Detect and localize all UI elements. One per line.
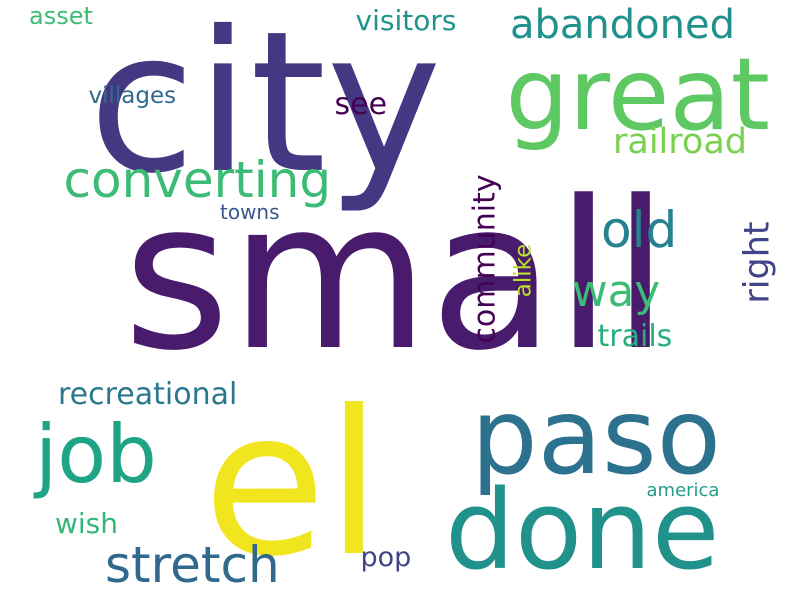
word-converting: converting	[63, 151, 332, 209]
word-railroad: railroad	[613, 122, 747, 162]
word-pop: pop	[360, 542, 412, 573]
word-job: job	[35, 408, 157, 501]
word-villages: villages	[88, 83, 177, 109]
word-city: city	[88, 0, 442, 216]
word-small: small	[123, 158, 670, 396]
word-recreational: recreational	[58, 377, 238, 412]
word-right: right	[737, 221, 778, 304]
word-community: community	[467, 174, 503, 344]
word-trails: trails	[597, 319, 673, 354]
word-towns: towns	[220, 200, 280, 224]
word-great: great	[505, 36, 770, 153]
word-wish: wish	[55, 507, 119, 540]
word-america: america	[646, 480, 720, 501]
word-stretch: stretch	[105, 536, 280, 594]
word-see: see	[334, 87, 388, 122]
word-abandoned: abandoned	[510, 2, 735, 48]
word-alike: alike	[509, 243, 536, 297]
word-asset: asset	[29, 2, 93, 30]
word-paso: paso	[471, 376, 721, 498]
word-way: way	[572, 266, 661, 317]
word-el: el	[203, 368, 382, 600]
word-done: done	[445, 466, 720, 594]
word-visitors: visitors	[355, 4, 457, 37]
word-old: old	[601, 201, 678, 259]
